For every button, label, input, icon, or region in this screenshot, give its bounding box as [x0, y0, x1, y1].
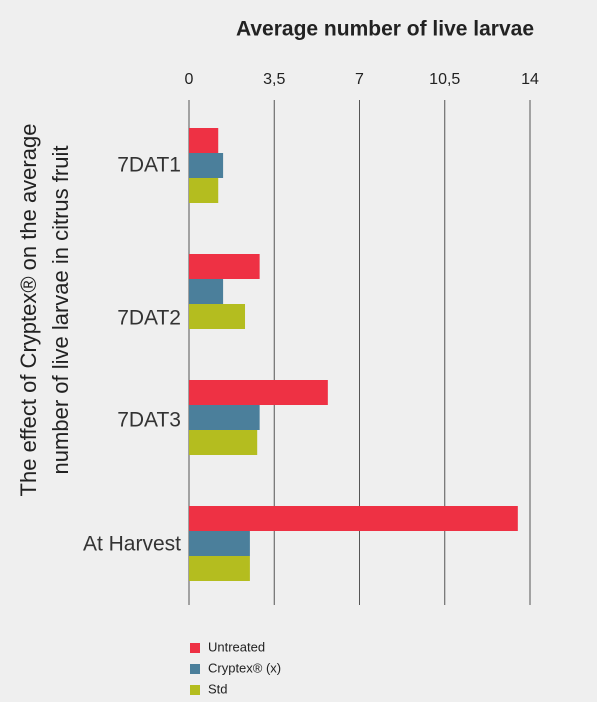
category-label: 7DAT2	[117, 306, 181, 330]
legend-label: Std	[208, 681, 228, 696]
bar	[189, 178, 219, 203]
legend-swatch	[190, 664, 200, 674]
bar	[189, 254, 260, 279]
x-tick-label: 10,5	[429, 71, 460, 88]
bar	[189, 430, 258, 455]
bar	[189, 128, 219, 153]
y-axis-label: number of live larvae in citrus fruit	[48, 146, 73, 475]
bar	[189, 556, 250, 581]
x-tick-label: 7	[355, 71, 364, 88]
category-label: At Harvest	[82, 532, 181, 556]
chart-title: Average number of live larvae	[236, 18, 534, 41]
bar	[189, 380, 328, 405]
x-tick-label: 14	[521, 71, 539, 88]
bar	[189, 405, 260, 430]
legend-swatch	[190, 643, 200, 653]
x-tick-label: 0	[185, 71, 194, 88]
bar	[189, 506, 518, 531]
bar	[189, 304, 246, 329]
legend-swatch	[190, 685, 200, 695]
category-label: 7DAT1	[117, 153, 181, 177]
category-label: 7DAT3	[117, 408, 181, 432]
legend-label: Untreated	[208, 639, 265, 654]
x-tick-label: 3,5	[263, 71, 285, 88]
bar	[189, 531, 250, 556]
legend-label: Cryptex® (x)	[208, 660, 281, 675]
bar	[189, 279, 224, 304]
y-axis-label: The effect of Cryptex® on the average	[16, 124, 41, 497]
bar	[189, 153, 224, 178]
